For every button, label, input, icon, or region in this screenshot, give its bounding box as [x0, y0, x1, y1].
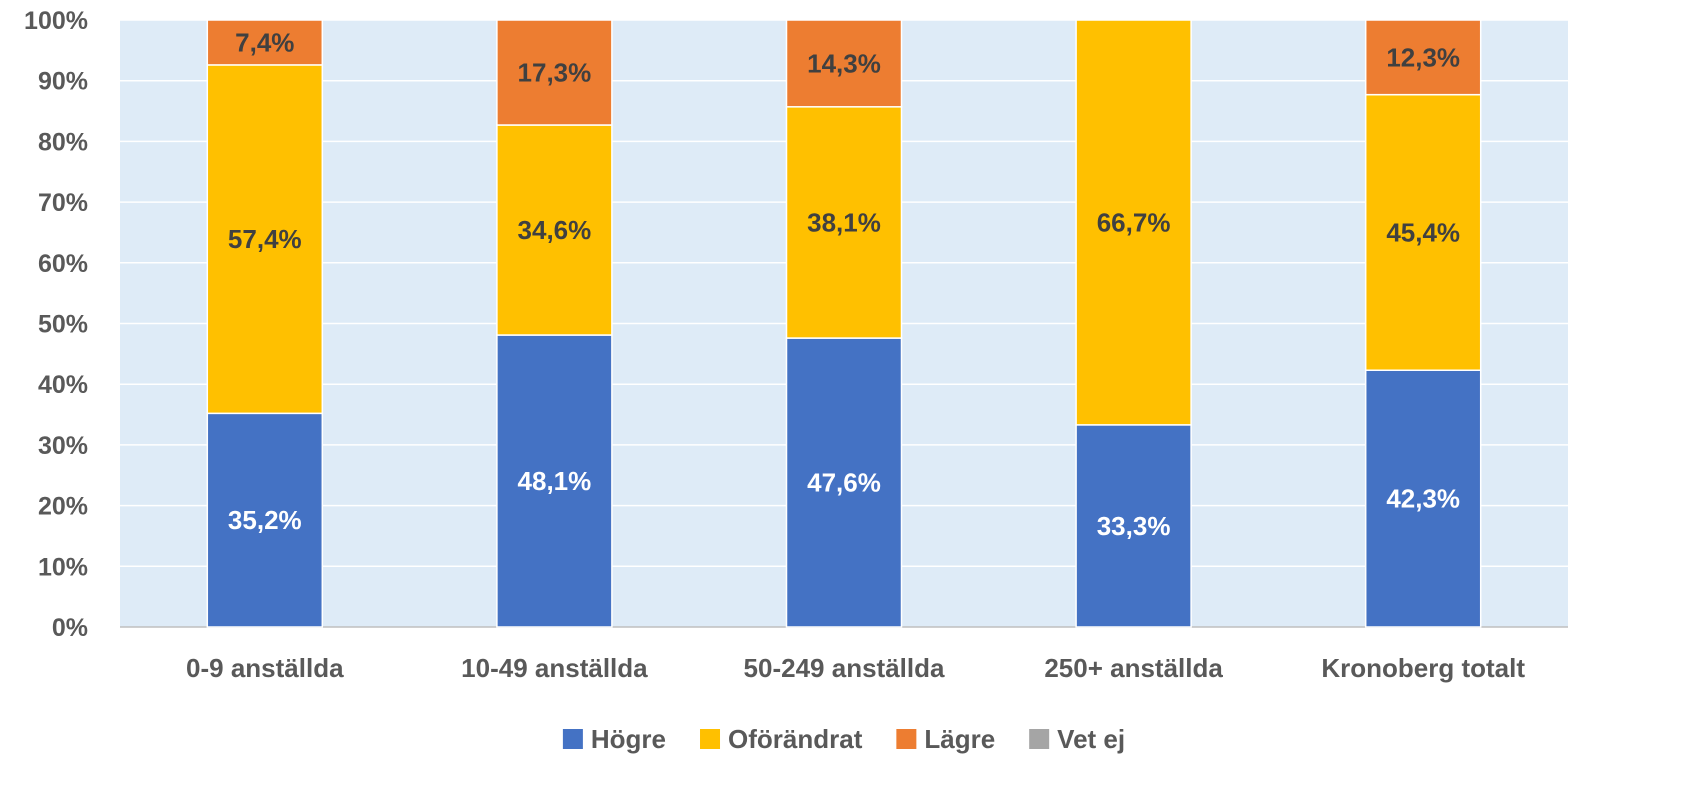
data-labels: 35,2% 57,4% 7,4% 48,1% 34,6% 17,3% 47,6% 38,1% 1…	[228, 27, 1460, 540]
x-tick-label: 50-249 anställda	[744, 653, 945, 683]
legend-swatch	[562, 729, 583, 749]
bar-segment	[206, 64, 324, 415]
data-label: 47,6%	[807, 468, 881, 498]
data-label: 7,4%	[235, 27, 294, 57]
legend-item: Vet ej	[1029, 724, 1125, 754]
x-axis: 0-9 anställda 10-49 anställda 50-249 anstä…	[186, 653, 1525, 683]
data-label: 38,1%	[807, 207, 881, 237]
bar-segment	[785, 337, 903, 628]
x-tick-label: 10-49 anställda	[461, 653, 648, 683]
data-label: 42,3%	[1386, 484, 1460, 514]
data-label: 12,3%	[1386, 42, 1460, 72]
data-label: 33,3%	[1097, 511, 1171, 541]
y-tick-label: 10%	[38, 553, 88, 581]
bar-segment	[496, 334, 613, 628]
x-tick-label: 0-9 anställda	[186, 653, 344, 683]
y-tick-label: 20%	[38, 493, 88, 521]
data-label: 45,4%	[1386, 217, 1460, 247]
legend-label: Vet ej	[1057, 724, 1125, 754]
data-label: 57,4%	[228, 224, 302, 254]
data-label: 17,3%	[518, 58, 592, 88]
y-tick-label: 0%	[52, 614, 88, 642]
bar-segment	[496, 124, 613, 336]
y-tick-label: 90%	[38, 68, 88, 96]
legend-label: Oförändrat	[728, 724, 863, 754]
data-label: 48,1%	[518, 466, 592, 496]
legend-item: Högre	[562, 724, 666, 754]
bar-segment	[206, 19, 324, 66]
y-axis: 0% 10% 20% 30% 40% 50% 60% 70% 80% 90% 100%	[24, 7, 88, 642]
y-tick-label: 70%	[38, 189, 88, 217]
bar-segment	[785, 106, 903, 339]
legend-item: Oförändrat	[700, 724, 863, 754]
legend: Högre Oförändrat Lägre Vet ej	[562, 724, 1125, 754]
y-tick-label: 40%	[38, 371, 88, 399]
bar-segment	[496, 19, 613, 126]
bar-segment	[1075, 19, 1192, 426]
y-tick-label: 50%	[38, 311, 88, 339]
y-tick-label: 60%	[38, 250, 88, 278]
legend-label: Lägre	[924, 724, 995, 754]
bar-segment	[1364, 369, 1482, 628]
x-tick-label: Kronoberg totalt	[1321, 653, 1525, 683]
legend-swatch	[700, 729, 721, 749]
bar-segment	[785, 19, 903, 108]
data-label: 35,2%	[228, 505, 302, 535]
bar-segment	[1364, 93, 1482, 371]
x-tick-label: 250+ anställda	[1044, 653, 1223, 683]
y-tick-label: 30%	[38, 432, 88, 460]
legend-swatch	[1029, 729, 1050, 749]
data-label: 34,6%	[518, 215, 592, 245]
legend-label: Högre	[591, 724, 666, 754]
bar-segment	[1364, 19, 1482, 96]
bars	[206, 19, 1482, 628]
bar-segment	[1075, 424, 1192, 628]
legend-item: Lägre	[896, 724, 995, 754]
y-tick-label: 80%	[38, 128, 88, 156]
bar-segment	[206, 412, 324, 628]
legend-swatch	[896, 729, 917, 749]
data-label: 14,3%	[807, 48, 881, 78]
data-label: 66,7%	[1097, 207, 1171, 237]
y-tick-label: 100%	[24, 7, 88, 35]
